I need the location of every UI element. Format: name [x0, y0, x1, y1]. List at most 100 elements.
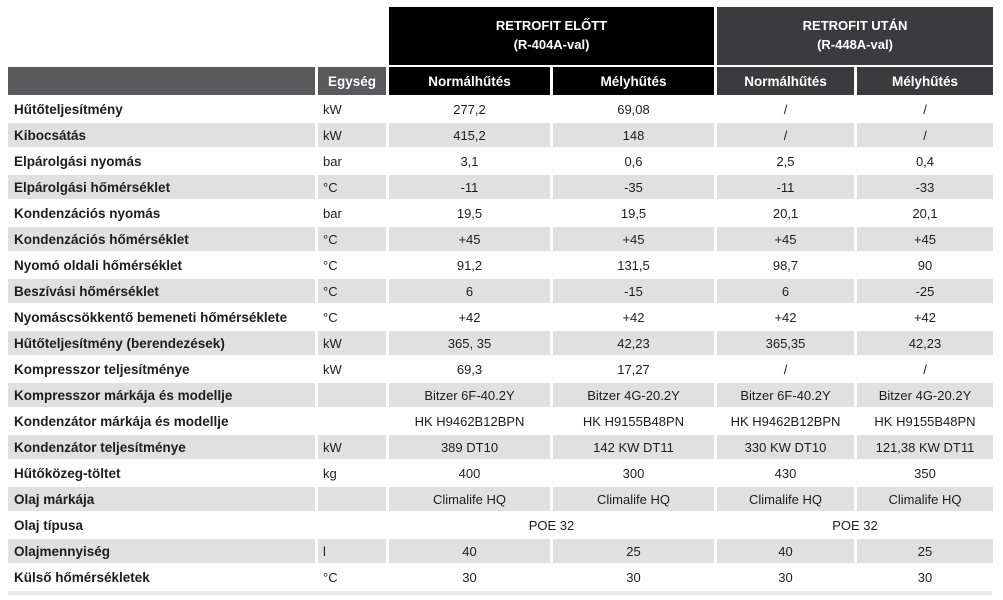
table-row: Kompresszor márkája és modellje Bitzer 6F…: [8, 383, 993, 407]
row-label: Külső hőmérsékletek: [14, 569, 150, 585]
group-header-row: RETROFIT ELŐTT (R-404A-val) RETROFIT UTÁ…: [8, 7, 993, 65]
row-label: Kondenzátor márkája és modellje: [14, 413, 229, 429]
cell-value: /: [923, 101, 927, 117]
row-unit: [318, 487, 386, 511]
row-label: Kompresszor márkája és modellje: [8, 383, 315, 407]
table-row: Kondenzációs nyomás bar 19,5 19,5 20,1 20,1: [8, 201, 993, 225]
unit-column-header: Egység: [318, 67, 386, 95]
cell-value: 30: [626, 569, 641, 585]
row-label: Hűtőteljesítmény: [14, 101, 123, 117]
column-header-row: Egység Normálhűtés Mélyhűtés Normálhűtés…: [8, 67, 993, 95]
table-row: Elpárolgási nyomás bar 3,1 0,6 2,5 0,4: [8, 149, 993, 173]
cell-value: 42,23: [857, 331, 993, 355]
row-label: Beszívási hőmérséklet: [8, 279, 315, 303]
row-unit: °C: [318, 279, 386, 303]
table-row: Kompresszor teljesítménye kW 69,3 17,27 / /: [8, 357, 993, 381]
cell-value: 430: [774, 465, 797, 481]
cell-value: -11: [717, 175, 854, 199]
cell-value: HK H9155B48PN: [874, 413, 976, 429]
table-row: Elpárolgási hőmérséklet °C -11 -35 -11 -33: [8, 175, 993, 199]
cell-value: Climalife HQ: [553, 487, 714, 511]
cell-value: -11: [389, 175, 550, 199]
group-header-retrofit-after: RETROFIT UTÁN (R-448A-val): [717, 7, 993, 65]
cell-value: Bitzer 6F-40.2Y: [717, 383, 854, 407]
table-body: Hűtőteljesítmény kW 277,2 69,08// Kibocsátás…: [8, 97, 993, 589]
cell-value: 121,38 KW DT11: [857, 435, 993, 459]
row-unit: °C: [323, 569, 338, 585]
cell-value: Bitzer 4G-20.2Y: [553, 383, 714, 407]
row-unit: [318, 513, 386, 537]
cell-value: 277,2: [453, 101, 486, 117]
row-label: Olaj típusa: [14, 517, 84, 533]
cell-value: 69,08: [617, 101, 650, 117]
cell-value: +45: [389, 227, 550, 251]
cell-value: 25: [857, 539, 993, 563]
cell-value: 0,6: [624, 153, 643, 169]
table-row: Nyomó oldali hőmérséklet °C 91,2 131,5 98,7 9…: [8, 253, 993, 277]
cell-value: 25: [553, 539, 714, 563]
cell-value: 6: [717, 279, 854, 303]
table-row: Olaj márkája Climalife HQ Climalife HQ Clim…: [8, 487, 993, 511]
cell-value: 400: [458, 465, 481, 481]
row-unit: °C: [318, 175, 386, 199]
cell-value: 30: [462, 569, 477, 585]
cell-value: 148: [553, 123, 714, 147]
cell-value: +45: [857, 227, 993, 251]
row-label: Kompresszor teljesítménye: [14, 361, 190, 377]
table-row: Olajmennyiség l 40 25 40 25: [8, 539, 993, 563]
row-unit: l: [318, 539, 386, 563]
cell-value: -15: [553, 279, 714, 303]
cell-value: /: [783, 361, 788, 377]
group-subtitle: (R-448A-val): [817, 37, 893, 52]
table-row: Hűtőteljesítmény (berendezések) kW 365, 35…: [8, 331, 993, 355]
row-unit: [318, 383, 386, 407]
row-unit: kW: [323, 101, 342, 117]
cell-value: +42: [774, 309, 797, 325]
cell-value: 350: [914, 465, 936, 481]
retrofit-comparison-table: RETROFIT ELŐTT (R-404A-val) RETROFIT UTÁ…: [5, 5, 996, 591]
row-label: Elpárolgási hőmérséklet: [8, 175, 315, 199]
cell-value: 6: [389, 279, 550, 303]
cell-value: 20,1: [772, 205, 799, 221]
table-row: Nyomáscsökkentő bemeneti hőmérséklete °C +…: [8, 305, 993, 329]
group-title: RETROFIT UTÁN: [802, 18, 908, 34]
row-unit: °C: [318, 227, 386, 251]
cell-value: +45: [553, 227, 714, 251]
cell-value: /: [783, 101, 788, 117]
group-subtitle: (R-404A-val): [513, 37, 590, 52]
subheader-before-normal-cooling: Normálhűtés: [389, 67, 550, 95]
subheader-after-deep-cooling: Mélyhűtés: [857, 67, 993, 95]
row-unit: [318, 409, 386, 433]
header-spacer: [8, 7, 386, 65]
cell-value: 19,5: [620, 205, 647, 221]
cell-value: -35: [553, 175, 714, 199]
cell-value: +45: [717, 227, 854, 251]
cell-value: 42,23: [553, 331, 714, 355]
cell-value: 330 KW DT10: [717, 435, 854, 459]
row-unit: kW: [318, 435, 386, 459]
subheader-before-deep-cooling: Mélyhűtés: [553, 67, 714, 95]
group-title: RETROFIT ELŐTT: [495, 18, 608, 34]
row-label: Nyomáscsökkentő bemeneti hőmérséklete: [14, 309, 288, 325]
row-label: Nyomó oldali hőmérséklet: [14, 257, 183, 273]
table-row: Beszívási hőmérséklet °C 6 -15 6 -25: [8, 279, 993, 303]
cell-value: 131,5: [617, 257, 650, 273]
cell-value: 40: [389, 539, 550, 563]
cell-value: 365,35: [717, 331, 854, 355]
cell-value: HK H9155B48PN: [582, 413, 685, 429]
cell-value: -25: [857, 279, 993, 303]
cell-value: HK H9462B12BPN: [730, 413, 841, 429]
row-unit: kW: [323, 361, 342, 377]
cell-value: 142 KW DT11: [553, 435, 714, 459]
cell-value-spanning: POE 32: [832, 517, 878, 533]
table-row: Kondenzációs hőmérséklet °C +45 +45 +45 +45: [8, 227, 993, 251]
row-unit: kW: [318, 331, 386, 355]
cell-value: Climalife HQ: [857, 487, 993, 511]
table-row: Olaj típusa POE 32 POE 32: [8, 513, 993, 537]
cell-value: /: [717, 123, 854, 147]
row-label: Olajmennyiség: [8, 539, 315, 563]
cell-value: 0,4: [915, 153, 935, 169]
cell-value: HK H9462B12BPN: [414, 413, 525, 429]
cutoff-next-row-strip: [8, 591, 992, 595]
row-label: Hűtőközeg-töltet: [14, 465, 121, 481]
